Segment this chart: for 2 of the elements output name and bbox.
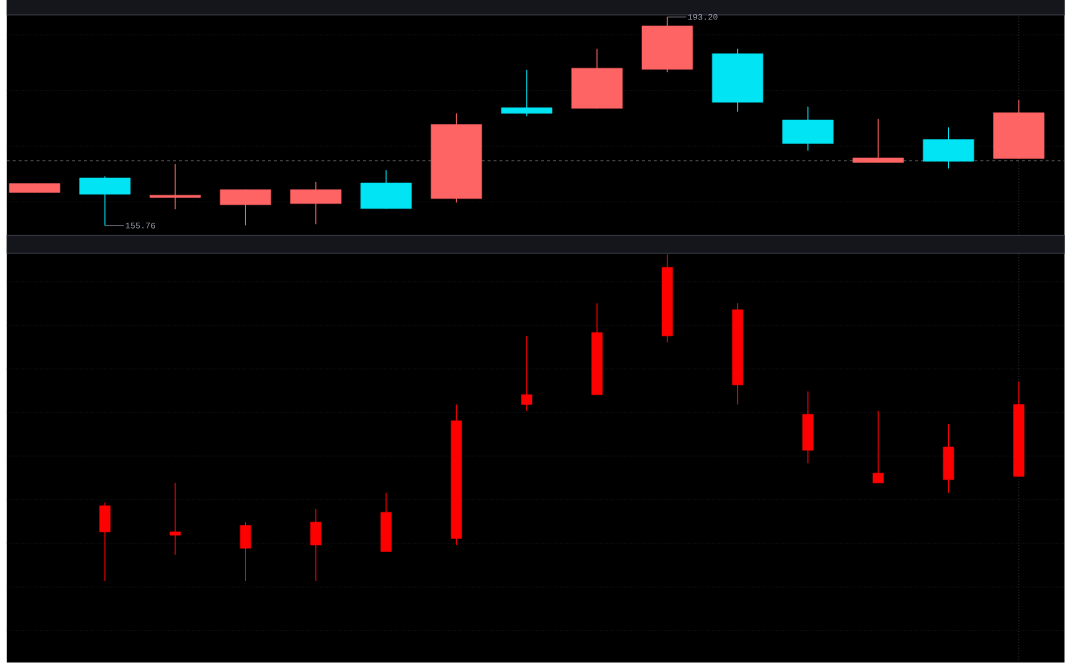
annotation: 155.76 <box>125 222 156 229</box>
annotation: 193.20 <box>688 14 718 20</box>
